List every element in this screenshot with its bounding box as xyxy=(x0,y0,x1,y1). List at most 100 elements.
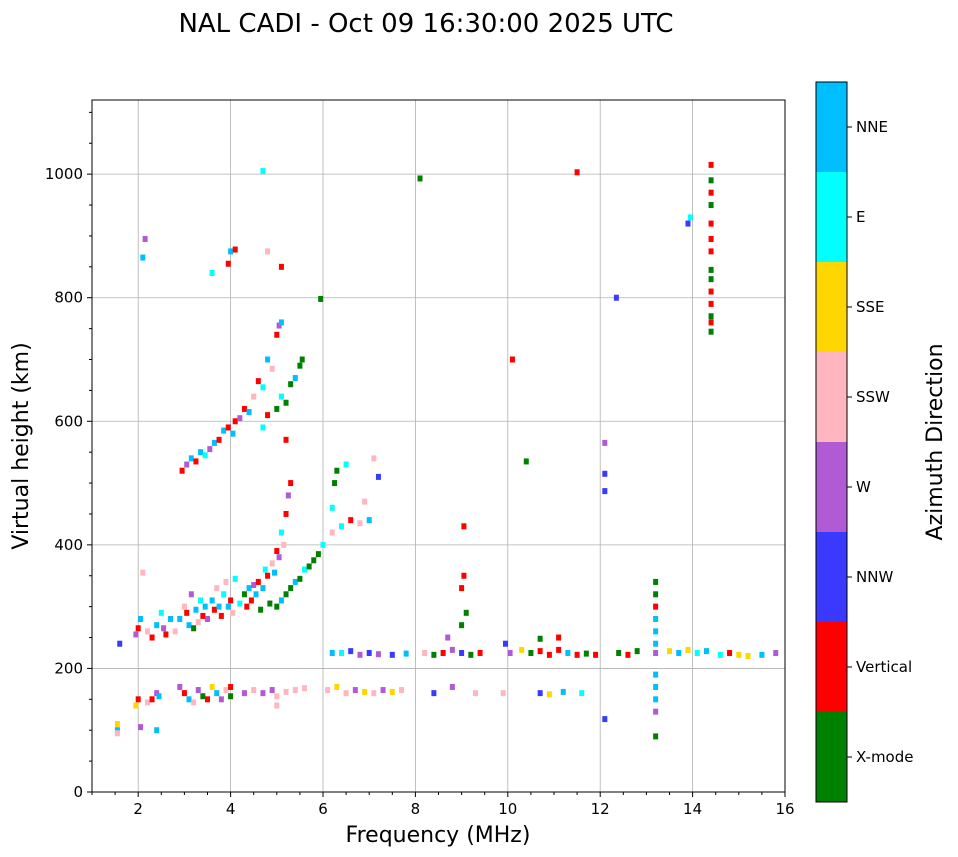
data-point xyxy=(694,649,700,656)
data-point xyxy=(114,727,120,734)
data-point xyxy=(292,578,298,585)
data-point xyxy=(574,169,580,176)
data-point xyxy=(297,362,303,369)
data-point xyxy=(195,687,201,694)
data-point xyxy=(708,220,714,227)
data-point xyxy=(218,612,224,619)
data-point xyxy=(708,248,714,255)
colorbar-tick-label: NNW xyxy=(856,568,893,586)
data-point xyxy=(546,651,552,658)
data-point xyxy=(244,603,250,610)
data-point xyxy=(537,648,543,655)
data-point xyxy=(265,356,271,363)
x-tick-label: 6 xyxy=(318,800,328,818)
data-point xyxy=(142,236,148,243)
data-point xyxy=(133,631,139,638)
data-point xyxy=(325,687,331,694)
data-point xyxy=(338,649,344,656)
data-point xyxy=(271,569,277,576)
x-tick-label: 2 xyxy=(133,800,143,818)
data-point xyxy=(161,625,167,632)
data-point xyxy=(283,510,289,517)
data-point xyxy=(274,405,280,412)
data-point xyxy=(285,492,291,499)
x-tick-label: 4 xyxy=(226,800,236,818)
data-point xyxy=(283,436,289,443)
data-point xyxy=(653,671,659,678)
data-point xyxy=(274,693,280,700)
data-point xyxy=(168,616,174,622)
data-point xyxy=(195,619,201,626)
data-point xyxy=(198,449,204,456)
data-point xyxy=(274,548,280,555)
colorbar-segment xyxy=(816,82,847,172)
data-point xyxy=(200,693,206,700)
data-point xyxy=(708,266,714,273)
data-point xyxy=(440,649,446,656)
colorbar-segment xyxy=(816,712,847,802)
colorbar-segment xyxy=(816,352,847,442)
data-point xyxy=(248,597,254,604)
data-point xyxy=(211,606,217,613)
data-point xyxy=(276,554,282,561)
data-point xyxy=(634,648,640,655)
data-point xyxy=(362,498,368,505)
data-point xyxy=(306,563,312,570)
y-tick-label: 400 xyxy=(54,536,83,554)
colorbar-segment xyxy=(816,532,847,622)
data-point xyxy=(602,716,608,723)
data-point xyxy=(708,161,714,168)
data-point xyxy=(202,603,208,610)
data-point xyxy=(653,616,659,622)
data-point xyxy=(205,616,210,622)
data-point xyxy=(343,461,349,468)
data-point xyxy=(299,356,305,363)
data-point xyxy=(371,455,377,462)
data-point xyxy=(288,585,294,592)
data-point xyxy=(403,650,409,657)
data-point xyxy=(332,480,338,487)
data-point xyxy=(283,591,289,598)
data-point xyxy=(223,687,229,694)
data-point xyxy=(334,467,340,474)
data-point xyxy=(262,566,268,573)
data-point xyxy=(616,649,622,656)
colorbar-tick-label: NNE xyxy=(856,118,888,136)
data-point xyxy=(422,649,428,656)
data-point xyxy=(225,424,231,431)
data-point xyxy=(191,699,197,706)
data-point xyxy=(154,727,160,734)
data-point xyxy=(773,649,779,656)
data-point xyxy=(154,622,160,629)
data-point xyxy=(708,288,714,295)
data-point xyxy=(135,696,141,703)
grid-lines xyxy=(92,100,785,792)
data-point xyxy=(708,236,714,243)
data-point xyxy=(135,625,141,632)
data-point xyxy=(523,458,529,465)
data-point xyxy=(685,220,691,227)
data-point xyxy=(653,708,659,715)
data-point xyxy=(133,702,139,709)
data-point xyxy=(149,634,155,641)
colorbar-tick-label: W xyxy=(856,478,871,496)
data-point xyxy=(230,609,236,616)
colorbar-tick-label: SSW xyxy=(856,388,890,406)
data-point xyxy=(140,569,146,576)
data-point xyxy=(708,300,714,307)
data-point xyxy=(528,649,534,656)
data-point xyxy=(375,473,381,480)
data-point xyxy=(449,683,455,690)
data-point xyxy=(537,690,543,697)
data-point xyxy=(241,405,247,412)
data-point xyxy=(278,529,284,536)
data-point xyxy=(537,635,543,642)
data-point xyxy=(366,517,372,524)
data-point xyxy=(292,687,298,694)
data-point xyxy=(371,690,377,697)
data-point xyxy=(193,606,199,613)
data-point xyxy=(154,690,160,697)
y-tick-label: 1000 xyxy=(45,165,83,183)
data-point xyxy=(251,393,257,400)
